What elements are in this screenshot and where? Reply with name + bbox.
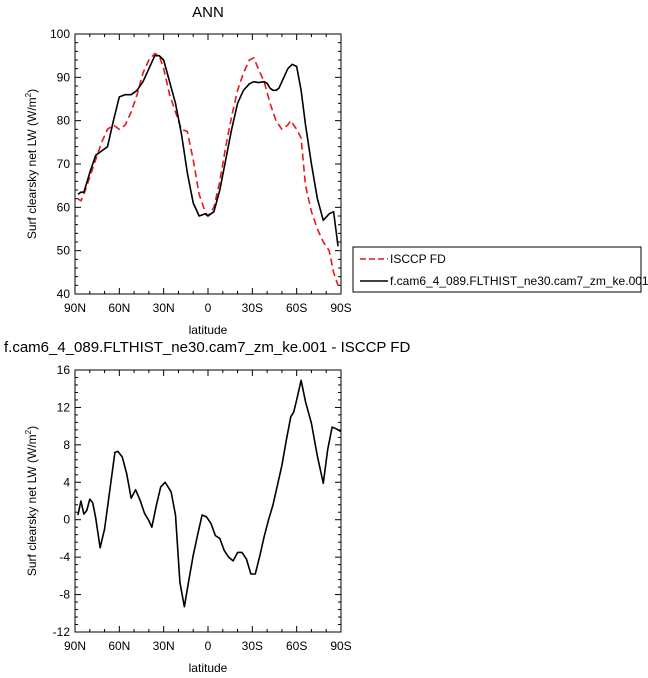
top-y-axis-label-main: Surf clearsky net LW (W/m	[25, 97, 39, 239]
top-y-tick-labels: 40 50 60 70 80 90 100	[50, 27, 70, 301]
x-tick-label: 90S	[330, 639, 351, 653]
x-tick-label: 0	[205, 639, 212, 653]
top-ticks	[74, 33, 342, 295]
x-tick-label: 30S	[242, 301, 263, 315]
top-y-axis-label-sup: 2	[24, 92, 33, 97]
bottom-y-axis-label-tail: )	[25, 426, 39, 430]
y-tick-label: 40	[57, 287, 71, 301]
bottom-y-axis-label-main: Surf clearsky net LW (W/m	[25, 434, 39, 576]
x-tick-label: 30N	[153, 301, 175, 315]
chart-legend: ISCCP FD f.cam6_4_089.FLTHIST_ne30.cam7_…	[352, 246, 648, 293]
x-tick-label: 30N	[153, 639, 175, 653]
top-chart-title: ANN	[192, 4, 224, 21]
x-tick-label: 90N	[64, 301, 86, 315]
bottom-plot-frame	[74, 369, 342, 633]
top-plot-frame	[74, 33, 342, 295]
x-tick-label: 90S	[330, 301, 351, 315]
top-chart-panel: ANN 90N 60N 30N 0 30S 60S 90S 405060708090100 …	[24, 4, 352, 337]
y-tick-label: -4	[59, 550, 70, 564]
bottom-y-axis-label: Surf clearsky net LW (W/m2)	[24, 426, 39, 576]
bottom-chart-title: f.cam6_4_089.FLTHIST_ne30.cam7_zm_ke.001…	[4, 339, 410, 356]
y-tick-label: 90	[57, 70, 71, 84]
y-tick-label: 0	[63, 513, 70, 527]
series-line-0	[77, 52, 339, 286]
bottom-chart-panel: f.cam6_4_089.FLTHIST_ne30.cam7_zm_ke.001…	[4, 339, 410, 675]
x-tick-label: 60N	[108, 301, 130, 315]
y-tick-label: -8	[59, 588, 70, 602]
x-tick-label: 0	[205, 301, 212, 315]
bottom-y-axis-label-sup: 2	[24, 429, 33, 434]
x-tick-label: 30S	[242, 639, 263, 653]
y-tick-label: 8	[63, 438, 70, 452]
top-x-axis-label: latitude	[189, 323, 228, 337]
y-tick-label: 50	[57, 244, 71, 258]
legend-label-model: f.cam6_4_089.FLTHIST_ne30.cam7_zm_ke.001	[390, 274, 648, 288]
y-tick-label: 4	[63, 475, 70, 489]
x-tick-label: 60N	[108, 639, 130, 653]
x-tick-label: 60S	[286, 301, 307, 315]
bottom-x-axis-label: latitude	[189, 661, 228, 675]
y-tick-label: -12	[53, 625, 71, 639]
top-y-axis-label-tail: )	[25, 89, 39, 93]
top-y-axis-label: Surf clearsky net LW (W/m2)	[24, 89, 39, 239]
y-tick-label: 100	[50, 27, 70, 41]
bottom-ticks	[74, 369, 342, 633]
bottom-x-tick-labels: 90N 60N 30N 0 30S 60S 90S	[64, 639, 352, 653]
legend-label-isccp: ISCCP FD	[390, 252, 446, 266]
y-tick-label: 12	[57, 400, 71, 414]
top-x-tick-labels: 90N 60N 30N 0 30S 60S 90S	[64, 301, 352, 315]
x-tick-label: 60S	[286, 639, 307, 653]
x-tick-label: 90N	[64, 639, 86, 653]
series-line-1	[77, 54, 339, 247]
y-tick-label: 16	[57, 363, 71, 377]
bottom-y-tick-labels: -12 -8 -4 0 4 8 12 16	[53, 363, 71, 639]
bottom-series-lines	[77, 379, 342, 608]
y-tick-label: 80	[57, 114, 71, 128]
y-tick-label: 70	[57, 157, 71, 171]
y-tick-label: 60	[57, 200, 71, 214]
top-series-lines	[77, 52, 339, 286]
legend-box	[352, 246, 642, 293]
series-line-0	[77, 379, 342, 608]
